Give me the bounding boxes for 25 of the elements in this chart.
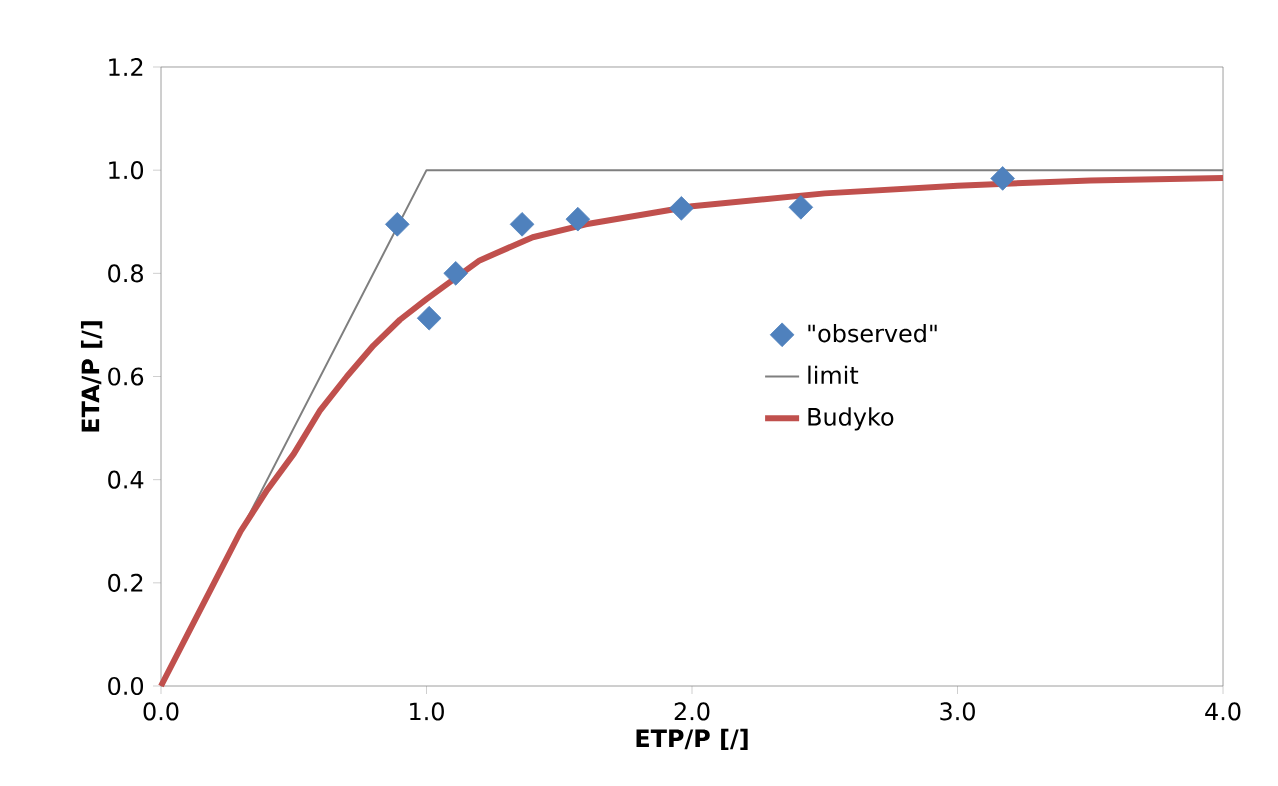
y-tick-label: 0.2 <box>108 573 143 592</box>
legend-label: limit <box>808 365 859 384</box>
y-tick-label: 0.0 <box>108 676 144 696</box>
point <box>788 195 814 220</box>
x-tick-label: 1.0 <box>410 702 444 721</box>
legend-label: Budyko <box>808 407 894 431</box>
point <box>416 305 442 331</box>
x-tick-label: 2.0 <box>674 702 710 721</box>
y-tick-label: 0.4 <box>108 470 144 489</box>
x-axis-title: ETP/P [/] <box>636 728 748 751</box>
y-tick-label: 1.2 <box>109 58 143 76</box>
x-tick-label: 0.0 <box>143 702 179 721</box>
y-tick-label: 1.0 <box>109 161 144 180</box>
point <box>385 212 410 237</box>
point <box>669 196 694 221</box>
y-tick-label: 0.8 <box>108 264 143 283</box>
x-tick-label: 4.0 <box>1205 702 1241 721</box>
y-tick-label: 0.6 <box>108 367 144 386</box>
legend-label: "observed" <box>808 323 937 343</box>
point <box>443 261 468 286</box>
point <box>509 212 535 237</box>
point <box>990 166 1015 191</box>
x-tick-label: 3.0 <box>940 702 975 721</box>
point <box>565 206 591 232</box>
y-axis-title: ETA/P [/] <box>80 321 103 432</box>
